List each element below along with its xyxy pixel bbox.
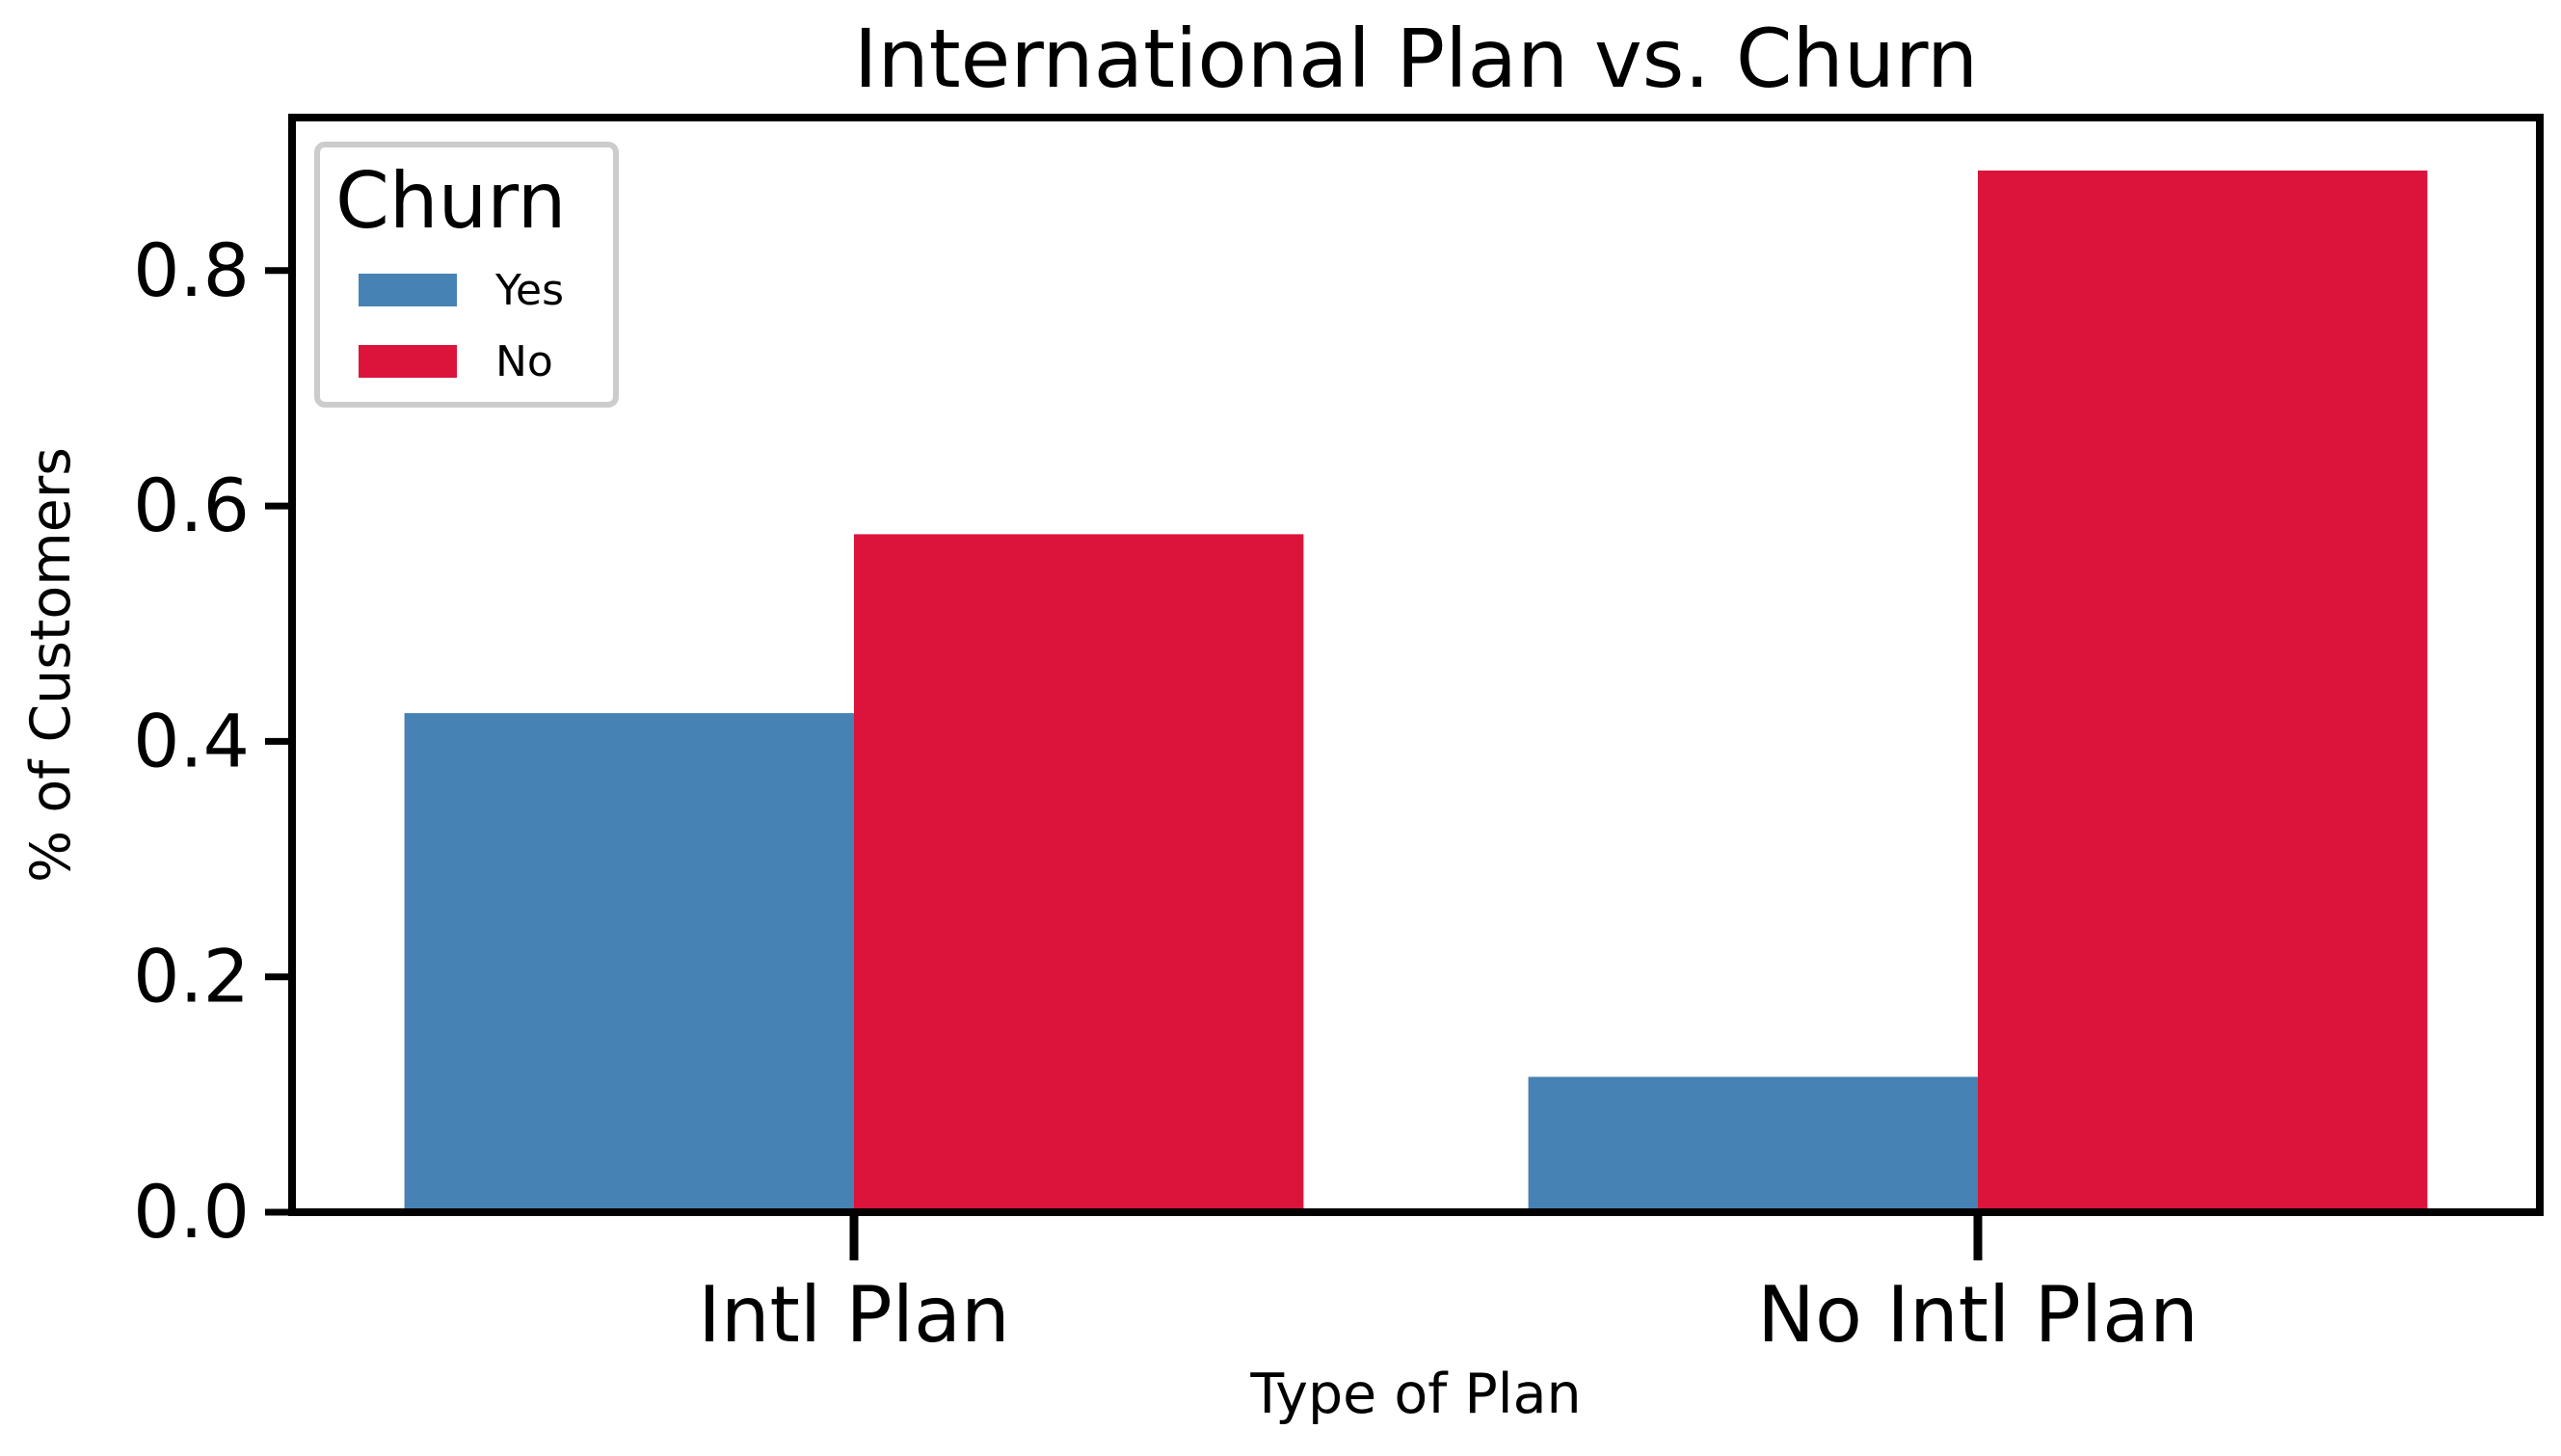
bar-intl-plan-no <box>854 534 1304 1212</box>
y-tick-label: 0.6 <box>133 463 250 548</box>
y-tick-label: 0.8 <box>133 227 250 313</box>
plot-area-frame <box>288 114 2544 1216</box>
chart-title: International Plan vs. Churn <box>854 12 1979 106</box>
legend-title: Churn <box>335 156 566 246</box>
y-tick-label: 0.2 <box>133 934 250 1019</box>
legend-swatch-yes <box>359 274 457 306</box>
x-tick-label-no-intl-plan: No Intl Plan <box>1757 1270 2199 1360</box>
legend-label-yes: Yes <box>494 266 564 315</box>
legend-label-no: No <box>495 337 553 386</box>
bar-intl-plan-yes <box>404 713 854 1212</box>
y-tick-label: 0.4 <box>133 698 250 783</box>
legend-swatch-no <box>359 345 457 378</box>
x-axis-label: Type of Plan <box>1249 1363 1581 1426</box>
y-tick-label: 0.0 <box>133 1169 250 1255</box>
bar-no-intl-plan-no <box>1978 170 2428 1212</box>
bar-no-intl-plan-yes <box>1528 1076 1978 1212</box>
y-axis: 0.0 0.2 0.4 0.6 0.8 <box>133 227 292 1255</box>
x-tick-label-intl-plan: Intl Plan <box>698 1270 1010 1360</box>
bars-layer <box>404 170 2428 1212</box>
x-axis: Intl Plan No Intl Plan <box>698 1212 2199 1360</box>
legend-frame <box>314 142 619 408</box>
y-axis-label: % of Customers <box>19 447 83 883</box>
legend: Churn Yes No <box>314 142 619 408</box>
